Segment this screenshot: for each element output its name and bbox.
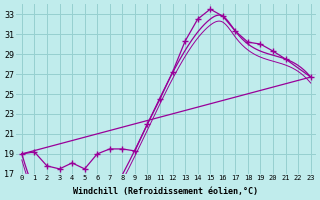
X-axis label: Windchill (Refroidissement éolien,°C): Windchill (Refroidissement éolien,°C) <box>73 187 258 196</box>
